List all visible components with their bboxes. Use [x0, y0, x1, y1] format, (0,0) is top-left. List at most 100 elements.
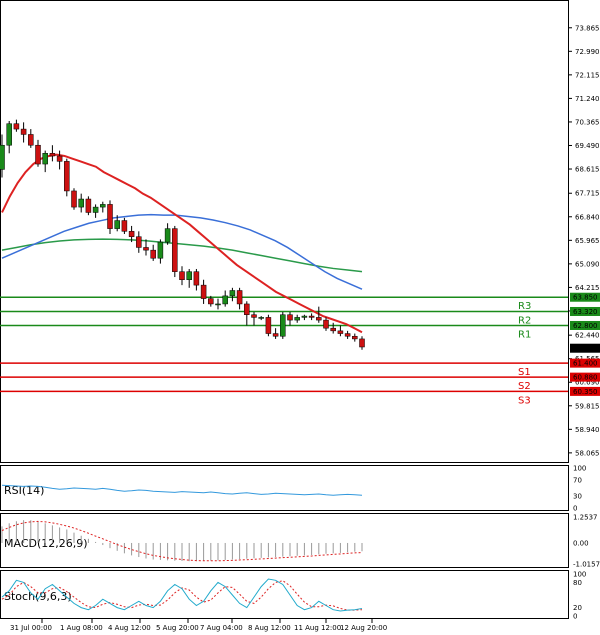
- rsi-panel: RSI(14) 100 70 30 0: [0, 465, 586, 513]
- macd-tick-label: -1.0157: [573, 561, 600, 569]
- level-price-label: 63.850: [573, 294, 598, 302]
- stoch-tick-label: 100: [573, 571, 586, 579]
- current-price-marker: 61.955: [570, 343, 600, 353]
- price-tick-label: 70.365: [575, 118, 600, 126]
- candle-down: [251, 314, 257, 318]
- candle-down: [316, 317, 322, 321]
- candle-down: [121, 220, 128, 232]
- rsi-axis: 100 70 30 0: [573, 465, 586, 513]
- ma-red-line: [1, 153, 363, 334]
- price-tick-label: 71.240: [575, 95, 600, 103]
- candle-down: [265, 317, 272, 334]
- time-tick-label: 12 Aug 20:00: [340, 624, 387, 632]
- price-tick-label: 65.090: [575, 260, 600, 268]
- level-price-badge: [570, 306, 600, 316]
- candle-down: [107, 204, 113, 229]
- candle-down: [56, 155, 63, 162]
- level-label-s2: S2: [518, 381, 531, 392]
- macd-series: [1, 520, 363, 562]
- candle-up: [215, 303, 221, 306]
- price-tick-label: 66.840: [575, 213, 600, 221]
- candle-up: [92, 206, 99, 213]
- stoch-label: Stoch(9,6,3): [4, 590, 72, 603]
- level-price-badge: [570, 372, 600, 382]
- price-axis: 73.865 72.990 72.115 71.240 70.365 69.490 68.6…: [568, 24, 600, 457]
- stoch-panel-frame: [0, 570, 569, 619]
- moving-averages: [1, 153, 363, 334]
- ma-blue-line: [1, 213, 363, 290]
- candle-down: [308, 315, 315, 318]
- current-price-label: 61.955: [573, 345, 598, 353]
- candle-down: [323, 319, 329, 329]
- support-resistance-levels: 63.850 R3 63.320 R2 62.800 R1 61.400 S1 60.880 S2…: [0, 292, 600, 406]
- price-tick-label: 69.490: [575, 142, 600, 150]
- candle-up: [258, 317, 264, 319]
- price-tick-label: 68.615: [575, 166, 600, 174]
- candle-down: [330, 327, 336, 332]
- candle-up: [157, 241, 164, 259]
- candle-down: [64, 161, 70, 192]
- candle-up: [229, 290, 236, 297]
- time-axis: 31 Jul 00:00 1 Aug 08:00 4 Aug 12:00 5 Aug …: [10, 619, 387, 632]
- candle-up: [301, 315, 308, 318]
- candle-up: [6, 123, 12, 146]
- time-tick-label: 8 Aug 12:00: [248, 624, 291, 632]
- macd-axis: 1.2537 0.00 -1.0157: [573, 514, 600, 569]
- candle-down: [136, 236, 142, 248]
- candle-down: [172, 228, 178, 272]
- ma-green-line: [1, 238, 363, 273]
- candle-down: [352, 335, 358, 340]
- macd-signal-line: [1, 520, 363, 562]
- level-price-label: 61.400: [573, 360, 598, 368]
- stoch-tick-label: 20: [573, 604, 582, 612]
- candle-down: [272, 333, 279, 337]
- candle-down: [359, 338, 365, 348]
- level-label-r1: R1: [518, 329, 531, 340]
- stoch-d-line: [1, 580, 363, 611]
- candle-down: [200, 284, 207, 299]
- level-price-badge: [570, 320, 600, 330]
- price-panel: 73.865 72.990 72.115 71.240 70.365 69.490 68.6…: [0, 0, 600, 463]
- candle-up: [100, 204, 106, 208]
- rsi-series: [1, 484, 363, 496]
- level-label-r2: R2: [518, 315, 531, 326]
- level-price-label: 63.320: [573, 308, 598, 316]
- macd-tick-label: 1.2537: [573, 514, 598, 522]
- candle-up: [114, 220, 120, 229]
- price-tick-label: 73.865: [575, 24, 600, 32]
- candle-down: [71, 190, 77, 208]
- macd-tick-label: 0.00: [573, 539, 589, 547]
- stoch-tick-label: 80: [573, 579, 582, 587]
- candlestick-series: [0, 119, 365, 350]
- price-tick-label: 72.115: [575, 71, 600, 79]
- candle-down: [193, 271, 200, 286]
- stoch-series: [1, 578, 363, 612]
- macd-panel-frame: [0, 513, 569, 568]
- level-price-label: 62.800: [573, 322, 598, 330]
- candle-up: [294, 317, 300, 321]
- rsi-line: [1, 484, 363, 496]
- level-price-label: 60.350: [573, 388, 598, 396]
- candle-up: [0, 144, 5, 170]
- candle-up: [222, 295, 228, 305]
- price-tick-label: 67.715: [575, 190, 600, 198]
- time-tick-label: 4 Aug 12:00: [108, 624, 151, 632]
- rsi-label: RSI(14): [4, 484, 44, 497]
- time-tick-label: 1 Aug 08:00: [60, 624, 103, 632]
- current-price-badge: [570, 343, 600, 353]
- stoch-k-line: [1, 578, 363, 612]
- level-price-label: 60.880: [573, 374, 598, 382]
- candle-down: [236, 290, 243, 305]
- candle-down: [128, 231, 135, 237]
- price-tick-label: 64.215: [575, 284, 600, 292]
- candle-down: [287, 314, 293, 321]
- candle-up: [280, 314, 286, 337]
- level-price-badge: [570, 292, 600, 302]
- rsi-tick-label: 0: [573, 505, 577, 513]
- candle-up: [42, 153, 48, 165]
- level-price-badge: [570, 386, 600, 396]
- candle-down: [208, 298, 214, 305]
- level-label-s1: S1: [518, 367, 531, 378]
